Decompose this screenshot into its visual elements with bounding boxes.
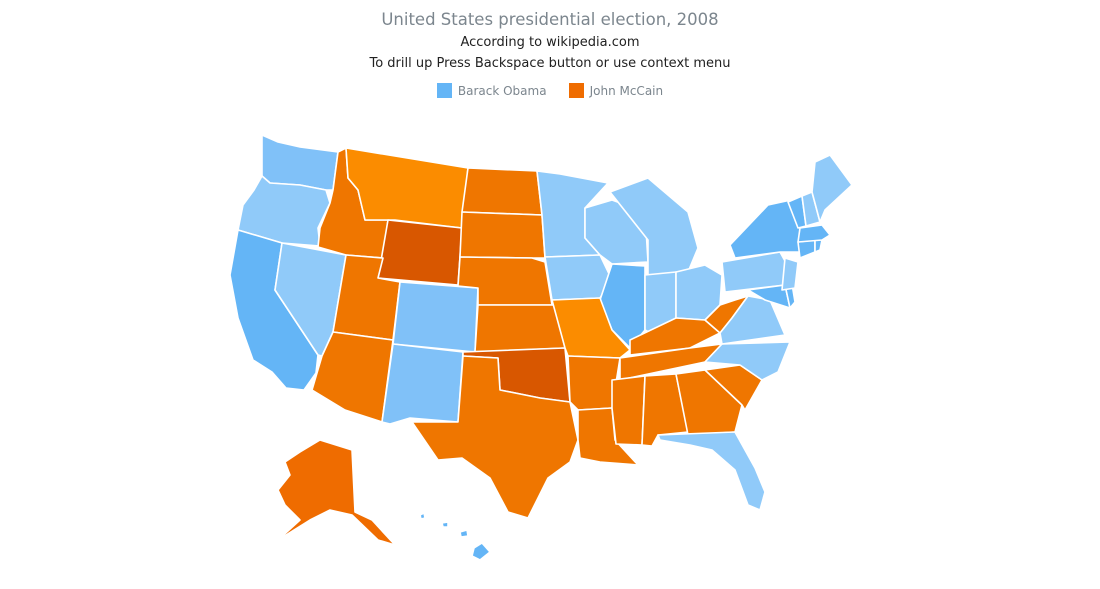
- legend-label-mccain: John McCain: [589, 83, 664, 98]
- state-hawaii-islands[interactable]: [419, 512, 469, 538]
- state-texas[interactable]: [411, 355, 579, 519]
- state-south-carolina[interactable]: [704, 364, 763, 411]
- state-montana[interactable]: [345, 147, 469, 229]
- state-north-dakota[interactable]: [461, 167, 543, 216]
- state-connecticut[interactable]: [797, 239, 816, 259]
- state-kansas[interactable]: [474, 304, 566, 353]
- state-florida[interactable]: [657, 431, 766, 511]
- state-hawaii[interactable]: [471, 542, 491, 561]
- state-mississippi[interactable]: [611, 375, 646, 446]
- state-new-mexico[interactable]: [381, 343, 464, 425]
- legend-swatch-mccain: [568, 83, 584, 98]
- chart-subtitle-source: According to wikipedia.com: [460, 35, 640, 50]
- state-georgia[interactable]: [675, 369, 743, 436]
- legend-item-mccain[interactable]: John McCain: [568, 83, 664, 98]
- state-alaska[interactable]: [277, 439, 396, 546]
- state-washington[interactable]: [261, 134, 339, 191]
- legend-label-obama: Barack Obama: [457, 83, 547, 98]
- state-new-jersey[interactable]: [781, 257, 799, 291]
- state-colorado[interactable]: [392, 281, 479, 353]
- state-missouri[interactable]: [551, 297, 631, 359]
- legend-item-obama[interactable]: Barack Obama: [436, 83, 547, 98]
- state-maine[interactable]: [811, 154, 853, 223]
- state-wyoming[interactable]: [377, 219, 463, 286]
- state-massachusetts[interactable]: [797, 224, 831, 243]
- state-south-dakota[interactable]: [459, 211, 546, 259]
- state-rhode-island[interactable]: [814, 239, 823, 253]
- chart-title: United States presidential election, 200…: [381, 10, 719, 29]
- legend: Barack Obama John McCain: [0, 83, 1100, 98]
- legend-swatch-obama: [436, 83, 452, 98]
- chart-subtitle-instructions: To drill up Press Backspace button or us…: [369, 56, 731, 71]
- state-michigan[interactable]: [609, 177, 699, 276]
